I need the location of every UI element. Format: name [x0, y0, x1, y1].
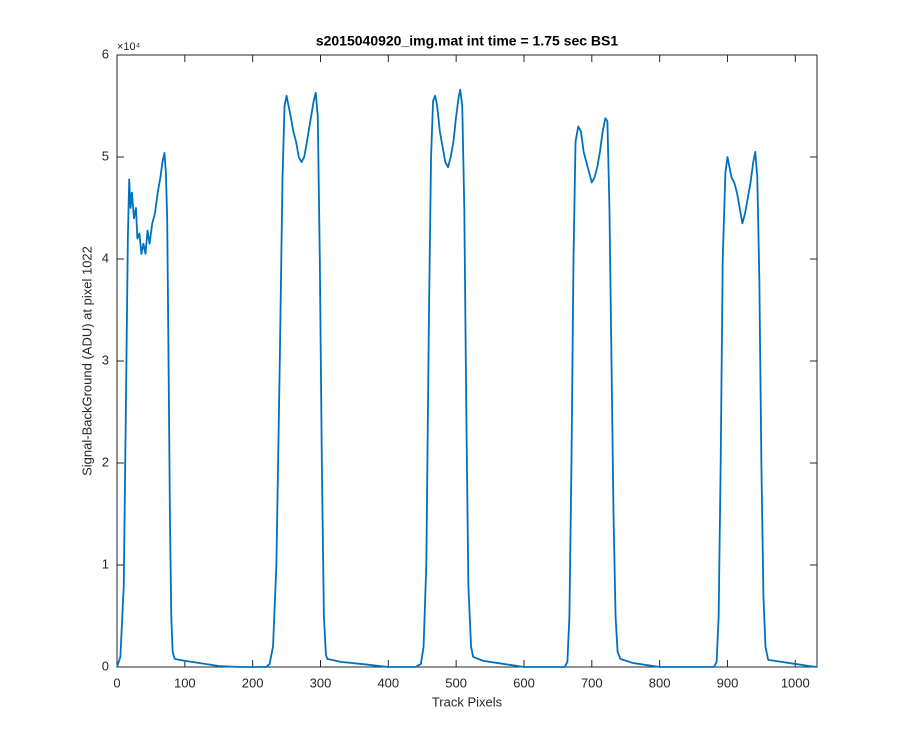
y-exponent-label: ×10⁴ [117, 41, 141, 53]
x-tick-label: 800 [649, 675, 671, 690]
data-line [116, 88, 818, 668]
x-tick-label: 900 [717, 675, 739, 690]
x-tick-label: 100 [174, 675, 196, 690]
x-tick-label: 1000 [781, 675, 810, 690]
x-tick-label: 700 [581, 675, 603, 690]
y-tick-label: 5 [102, 148, 109, 163]
x-tick-label: 200 [242, 675, 264, 690]
y-tick-label: 1 [102, 556, 109, 571]
chart-title: s2015040920_img.mat int time = 1.75 sec … [316, 33, 619, 49]
x-tick-label: 400 [377, 675, 399, 690]
x-tick-label: 500 [445, 675, 467, 690]
x-tick-label: 300 [310, 675, 332, 690]
y-tick-label: 3 [102, 352, 109, 367]
y-tick-label: 0 [102, 658, 109, 673]
x-tick-label: 0 [113, 675, 120, 690]
y-tick-label: 6 [102, 46, 109, 61]
y-tick-label: 2 [102, 454, 109, 469]
x-tick-label: 600 [513, 675, 535, 690]
y-axis-label: Signal-BackGround (ADU) at pixel 1022 [79, 246, 94, 476]
axes-box [116, 54, 818, 668]
x-axis-label: Track Pixels [432, 694, 503, 709]
y-tick-label: 4 [102, 250, 109, 265]
